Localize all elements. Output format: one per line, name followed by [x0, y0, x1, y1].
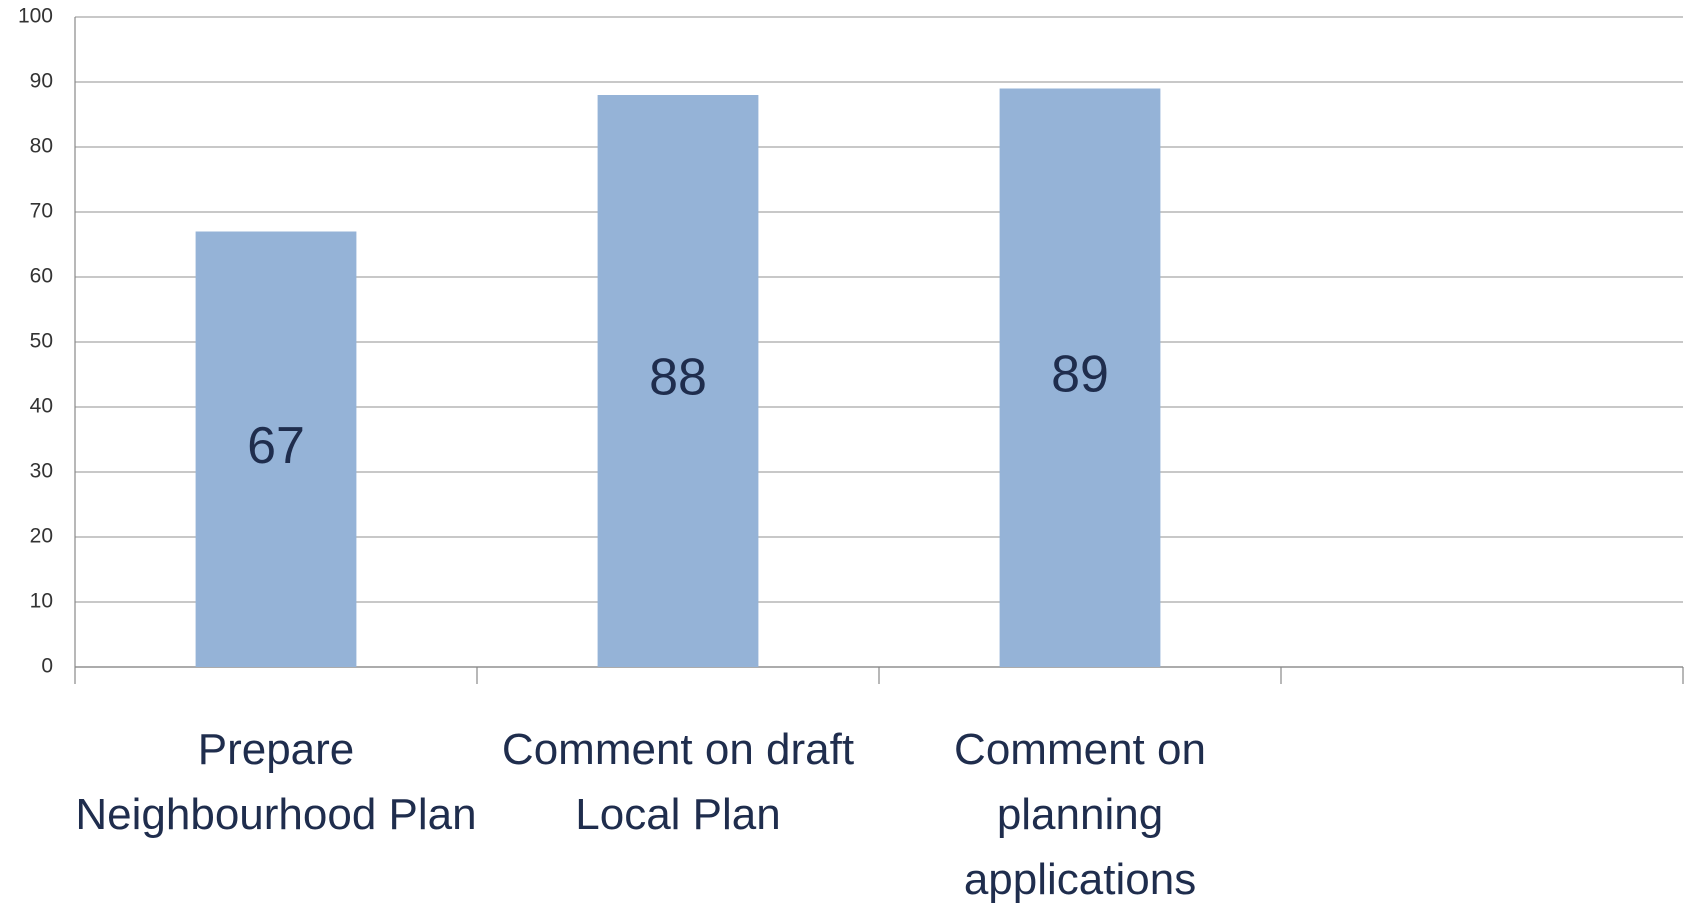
y-tick-label: 10: [30, 590, 53, 613]
y-tick-label: 50: [30, 330, 53, 353]
bar: [195, 231, 357, 667]
x-tick-label: Prepare Neighbourhood Plan: [75, 725, 477, 839]
y-tick-label: 80: [30, 135, 53, 158]
bar: [999, 88, 1161, 667]
value-label: 89: [1051, 345, 1109, 403]
bar: [597, 95, 759, 667]
x-tick-label: Comment on planning applications: [954, 725, 1206, 904]
y-tick-label: 30: [30, 460, 53, 483]
y-tick-label: 0: [41, 655, 53, 678]
y-tick-label: 70: [30, 200, 53, 223]
y-tick-label: 90: [30, 70, 53, 93]
x-tick-label: Comment on draft Local Plan: [501, 725, 855, 839]
y-tick-label: 100: [18, 5, 53, 28]
value-label: 88: [649, 349, 707, 407]
value-label: 67: [247, 417, 305, 475]
y-tick-label: 60: [30, 265, 53, 288]
y-tick-label: 20: [30, 525, 53, 548]
y-tick-label: 40: [30, 395, 53, 418]
